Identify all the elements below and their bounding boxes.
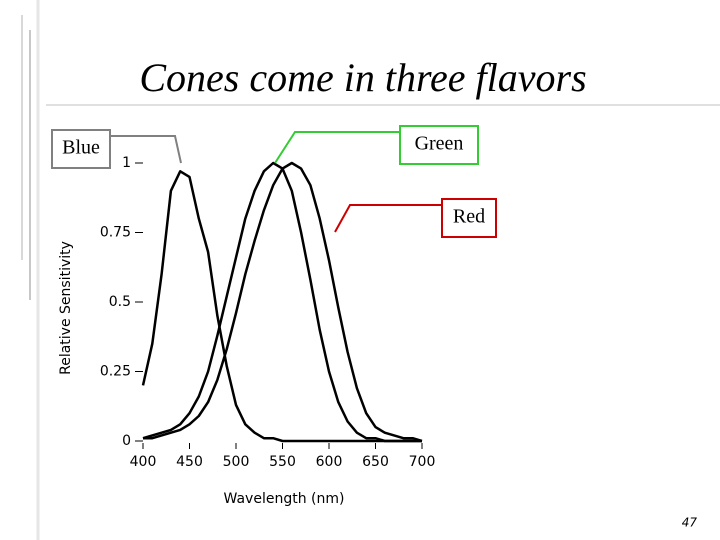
callout-box xyxy=(399,125,479,165)
x-tick-label: 600 xyxy=(316,454,343,470)
callout-box xyxy=(441,198,497,238)
x-tick-label: 700 xyxy=(409,454,436,470)
callout-box xyxy=(51,129,111,169)
legend-label: Green xyxy=(415,133,464,155)
x-axis-label: Wavelength (nm) xyxy=(224,491,345,507)
y-tick-label: 1 xyxy=(122,155,131,171)
callout-leader xyxy=(110,135,182,164)
callout-leader xyxy=(334,204,442,233)
x-tick-label: 400 xyxy=(130,454,157,470)
legend-label: Red xyxy=(453,206,485,228)
series-line xyxy=(143,161,423,443)
legend-label: Blue xyxy=(62,137,100,159)
series-line xyxy=(141,170,422,443)
x-tick-label: 550 xyxy=(269,454,296,470)
y-axis-label: Relative Sensitivity xyxy=(58,241,74,375)
page-number: 47 xyxy=(682,516,698,530)
slide-title: Cones come in three flavors xyxy=(139,55,586,100)
x-tick-label: 500 xyxy=(223,454,250,470)
y-tick-label: 0.25 xyxy=(100,364,131,380)
y-tick-label: 0.75 xyxy=(100,225,131,241)
x-tick-label: 450 xyxy=(176,454,203,470)
callout-leader xyxy=(274,131,400,164)
y-tick-label: 0.5 xyxy=(109,294,131,310)
y-tick-label: 0 xyxy=(122,433,131,449)
x-tick-label: 650 xyxy=(362,454,389,470)
